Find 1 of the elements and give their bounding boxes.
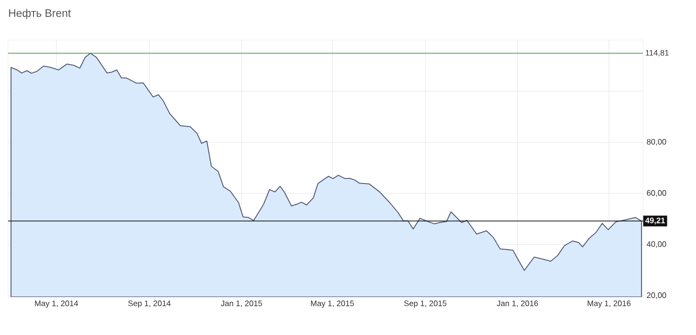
chart-title: Нефть Brent [9, 8, 71, 20]
